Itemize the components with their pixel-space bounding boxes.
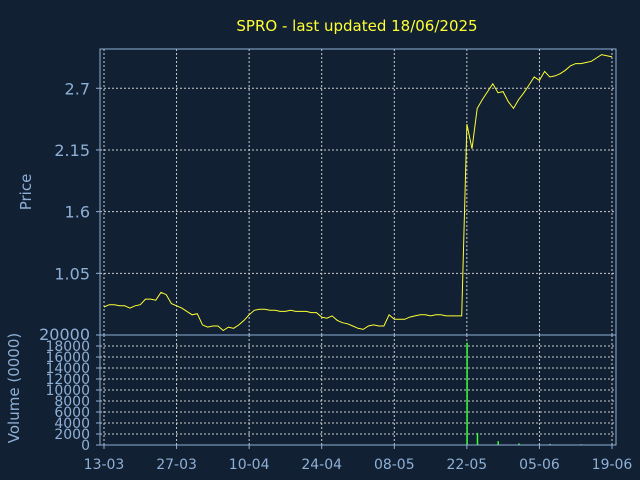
price-tick-label: 1.6 xyxy=(65,203,90,222)
price-tick-label: 1.05 xyxy=(54,264,90,283)
volume-y-ticks: 0200040006000800010000120001400016000180… xyxy=(39,325,100,454)
price-axis-label: Price xyxy=(17,174,35,211)
volume-tick-label: 16000 xyxy=(45,350,90,366)
volume-tick-label: 18000 xyxy=(45,339,90,355)
volume-tick-label: 10000 xyxy=(45,383,90,399)
volume-panel-frame xyxy=(99,334,617,446)
volume-tick-label: 20000 xyxy=(39,325,90,344)
x-tick-label: 27-03 xyxy=(156,457,197,473)
x-tick-label: 10-04 xyxy=(229,457,270,473)
price-y-ticks: 2.7 2.15 1.6 1.05 xyxy=(54,79,100,283)
volume-tick-label: 0 xyxy=(81,438,90,454)
x-axis-ticks: 13-03 27-03 10-04 24-04 08-05 22-05 05-06 19-06 xyxy=(84,445,633,473)
volume-tick-label: 4000 xyxy=(54,416,90,432)
volume-axis-label: Volume (0000) xyxy=(5,333,23,443)
volume-tick-label: 8000 xyxy=(54,394,90,410)
volume-tick-label: 14000 xyxy=(45,361,90,377)
x-tick-label: 22-05 xyxy=(447,457,488,473)
price-tick-label: 2.7 xyxy=(65,79,90,98)
x-tick-label: 13-03 xyxy=(84,457,125,473)
volume-tick-label: 12000 xyxy=(45,372,90,388)
volume-bar xyxy=(466,342,468,445)
volume-bar xyxy=(476,432,479,445)
volume-tick-label: 2000 xyxy=(54,427,90,443)
volume-bar xyxy=(549,443,551,445)
price-line xyxy=(103,54,613,332)
x-tick-label: 08-05 xyxy=(374,457,415,473)
x-tick-label: 24-04 xyxy=(301,457,342,473)
chart-title: SPRO - last updated 18/06/2025 xyxy=(236,17,477,35)
price-grid xyxy=(100,49,616,335)
volume-tick-label: 6000 xyxy=(54,405,90,421)
price-tick-label: 2.15 xyxy=(54,141,90,160)
x-tick-label: 19-06 xyxy=(592,457,633,473)
volume-bar xyxy=(518,443,520,445)
price-series xyxy=(103,54,613,332)
x-tick-label: 05-06 xyxy=(519,457,560,473)
volume-bar xyxy=(497,441,499,445)
volume-grid xyxy=(100,335,616,445)
